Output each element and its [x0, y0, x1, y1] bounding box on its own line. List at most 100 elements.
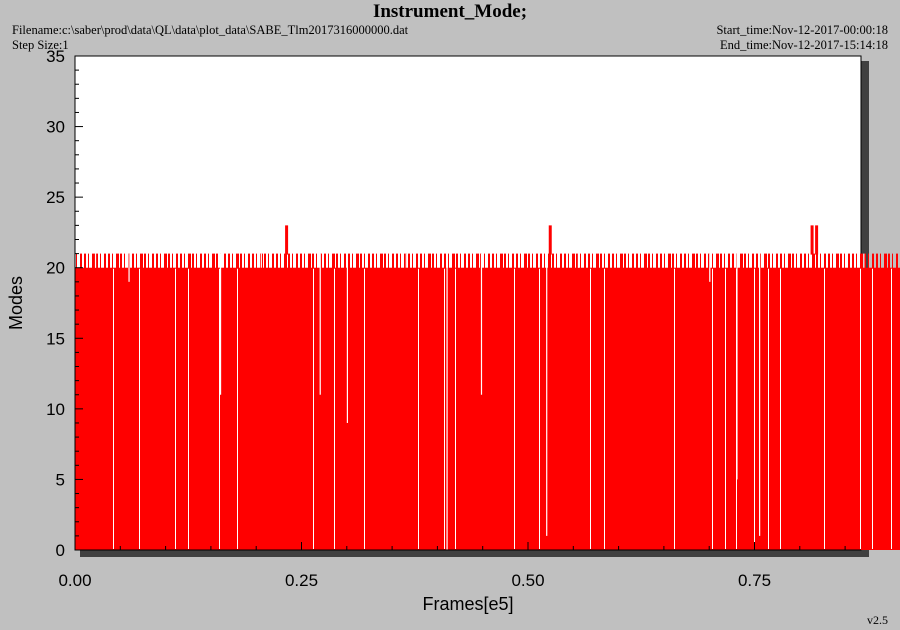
series-dip: [128, 253, 130, 282]
series-fill-top: [616, 253, 617, 269]
series-fill-top: [752, 253, 754, 269]
axes-layer: 051015202530350.000.250.500.751.001.251.…: [46, 47, 861, 590]
series-fill-top: [276, 253, 278, 269]
series-fill-top: [208, 253, 209, 269]
series-fill-top: [84, 253, 86, 269]
series-fill-top: [672, 253, 674, 269]
series-fill-top: [740, 253, 743, 269]
series-fill-top: [420, 253, 422, 269]
series-gap: [444, 268, 445, 549]
series-fill-top: [852, 253, 854, 269]
series-fill-top: [180, 253, 182, 269]
series-fill-top: [796, 253, 797, 269]
series-fill-top: [804, 253, 806, 269]
series-fill-top: [380, 253, 383, 269]
series-fill-top: [628, 253, 629, 269]
series-fill-top: [840, 253, 842, 269]
series-fill-top: [748, 253, 749, 269]
series-gap: [891, 268, 892, 549]
series-dip: [94, 253, 97, 268]
series-gap: [188, 268, 189, 549]
series-gap: [418, 268, 419, 549]
series-fill-top: [528, 253, 530, 269]
series-dip: [319, 253, 321, 395]
series-fill-top: [816, 253, 818, 269]
x-tick-label: 0.50: [511, 571, 544, 590]
series-fill-top: [468, 253, 470, 269]
series-fill-layer: [75, 253, 900, 550]
series-fill-top: [544, 253, 545, 269]
series-fill-top: [92, 253, 95, 269]
series-fill-top: [192, 253, 194, 269]
series-fill-top: [120, 253, 122, 269]
series-marks-layer: [94, 225, 865, 550]
series-fill-top: [484, 253, 485, 269]
series-fill-top: [148, 253, 149, 269]
series-fill-top: [88, 253, 89, 269]
series-fill-top: [256, 253, 257, 269]
series-gap: [455, 268, 456, 549]
series-fill-top: [272, 253, 274, 269]
series-fill-top: [632, 253, 634, 269]
series-fill-top: [264, 253, 266, 269]
version-label: v2.5: [867, 613, 888, 627]
series-gap: [175, 268, 176, 549]
series-fill-top: [552, 253, 554, 269]
series-fill-top: [732, 253, 734, 269]
series-fill-top: [512, 253, 514, 269]
series-fill-top: [500, 253, 503, 269]
series-fill-top: [588, 253, 590, 269]
series-fill-top: [400, 253, 401, 269]
series-fill-top: [728, 253, 730, 269]
series-fill-top: [584, 253, 586, 269]
series-fill-top: [772, 253, 773, 269]
series-fill-top: [860, 253, 863, 269]
series-fill-top: [564, 253, 566, 269]
series-fill-top: [196, 253, 197, 269]
series-fill-top: [624, 253, 626, 269]
series-fill-top: [864, 253, 866, 269]
series-fill-top: [392, 253, 394, 269]
series-fill-top: [144, 253, 146, 269]
series-fill-top: [224, 253, 226, 269]
series-gap: [139, 268, 140, 549]
series-fill-top: [280, 253, 281, 269]
series-fill-top: [352, 253, 353, 269]
series-fill-top: [432, 253, 434, 269]
series-fill-top: [440, 253, 442, 269]
series-fill-top: [604, 253, 605, 269]
series-fill-top: [80, 253, 82, 269]
y-tick-label: 30: [46, 118, 65, 137]
series-fill-top: [520, 253, 521, 269]
series-fill-top: [76, 253, 77, 269]
series-gap: [364, 268, 365, 549]
series-fill-top: [100, 253, 101, 269]
series-fill-top: [268, 253, 269, 269]
series-fill-top: [844, 253, 845, 269]
y-tick-label: 15: [46, 329, 65, 348]
x-tick-label: 0.25: [285, 571, 318, 590]
series-dip: [346, 253, 348, 423]
start-time-label: Start_time:Nov-12-2017-00:00:18: [716, 23, 888, 37]
series-fill-top: [336, 253, 338, 269]
series-fill-top: [416, 253, 418, 269]
series-fill-top: [648, 253, 650, 269]
series-fill-top: [188, 253, 191, 269]
series-fill-top: [328, 253, 329, 269]
series-fill-top: [212, 253, 215, 269]
series-fill-top: [240, 253, 242, 269]
series-fill-top: [356, 253, 359, 269]
series-gap: [113, 268, 114, 549]
series-fill-top: [540, 253, 542, 269]
series-fill-top: [108, 253, 110, 269]
series-gap: [754, 268, 755, 549]
series-fill-top: [760, 253, 761, 269]
series-dip: [709, 253, 711, 282]
series-spike: [810, 225, 814, 255]
y-axis-label: Modes: [6, 276, 26, 330]
series-fill-top: [152, 253, 154, 269]
series-fill-top: [372, 253, 374, 269]
series-fill-top: [176, 253, 178, 269]
series-spike: [815, 225, 819, 255]
